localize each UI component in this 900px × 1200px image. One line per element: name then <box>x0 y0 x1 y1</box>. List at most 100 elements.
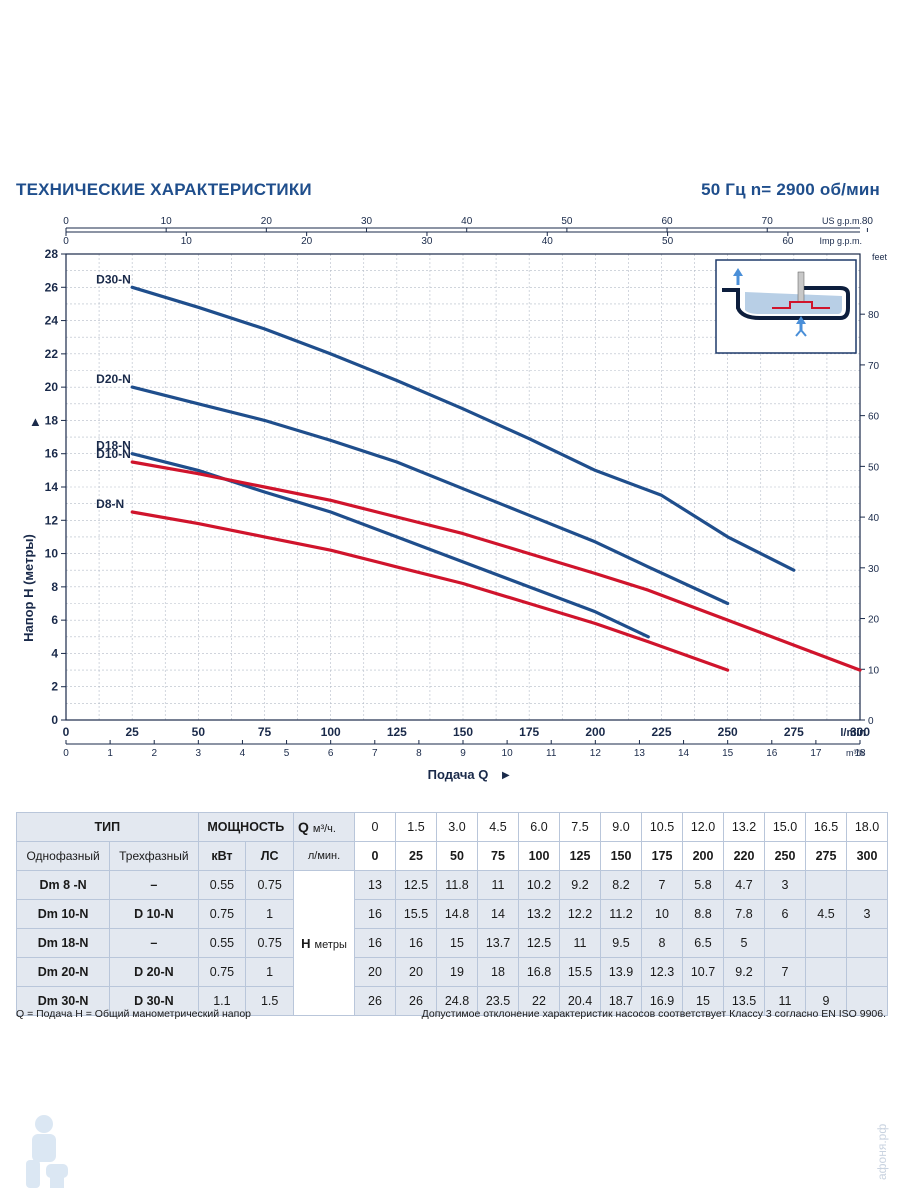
x-tick-label-m3h: 16 <box>766 748 778 759</box>
model-three-phase: – <box>109 870 199 900</box>
head-value-cell: 9.2 <box>723 957 765 987</box>
y-tick-label: 28 <box>45 247 59 261</box>
head-value-cell: 6.5 <box>682 928 724 958</box>
y-tick-label: 2 <box>51 680 58 694</box>
x-tick-label-lmin: 0 <box>63 725 70 739</box>
q-m3h-cell: 6.0 <box>518 812 560 842</box>
q-lmin-cell: 50 <box>436 841 478 871</box>
y2-tick-label: 40 <box>868 513 880 524</box>
head-value-cell: 13 <box>354 870 396 900</box>
x-tick-label-m3h: 9 <box>460 748 466 759</box>
x-tick-label-m3h: 18 <box>854 748 866 759</box>
x-tick-label-usgpm: 10 <box>161 216 173 227</box>
x-tick-label-m3h: 12 <box>590 748 602 759</box>
head-value-cell: 13.7 <box>477 928 519 958</box>
x-tick-label-lmin: 250 <box>718 725 738 739</box>
performance-chart: 0246810121416182022242628010203040506070… <box>21 216 888 782</box>
head-value-cell: 22 <box>518 986 560 1016</box>
x-tick-label-m3h: 7 <box>372 748 378 759</box>
x-tick-label-usgpm: 40 <box>461 216 473 227</box>
table-row: Dm 10-N D 10-N 0.75 1 16 15.5 14.8 14 13.2 12.2 11… <box>15 899 888 929</box>
head-value-cell: 16 <box>354 899 396 929</box>
power-hp: 1 <box>245 957 294 987</box>
model-single-phase: Dm 30-N <box>15 986 111 1016</box>
model-single-phase: Dm 10-N <box>15 899 111 929</box>
series-line-d8-n <box>130 510 730 672</box>
x-tick-label-impgpm: 40 <box>542 236 554 247</box>
y2-tick-label: 80 <box>868 310 880 321</box>
q-lmin-cell: 175 <box>641 841 683 871</box>
x-tick-label-m3h: 5 <box>284 748 290 759</box>
y-tick-label: 20 <box>45 380 59 394</box>
head-value-cell: 16.8 <box>518 957 560 987</box>
head-value-cell: 15.5 <box>395 899 437 929</box>
model-three-phase: D 20-N <box>109 957 199 987</box>
head-value-cell: 18.7 <box>600 986 642 1016</box>
y-tick-label: 16 <box>45 447 59 461</box>
power-hp: 1 <box>245 899 294 929</box>
series-label-d10-n: D10-N <box>96 447 131 461</box>
q-m3h-cell: 10.5 <box>641 812 683 842</box>
x-unit-usgpm: US g.p.m. <box>822 216 862 226</box>
head-value-cell: 23.5 <box>477 986 519 1016</box>
table-row: Dm 18-N –0.55 0.75 16 16 15 13.7 12.5 11 9.5 8 6.5 5 <box>15 928 888 958</box>
model-single-phase: Dm 8 -N <box>15 870 111 900</box>
model-three-phase: D 30-N <box>109 986 199 1016</box>
q-lmin-cell: 200 <box>682 841 724 871</box>
head-value-cell: 11.8 <box>436 870 478 900</box>
power-kw: 0.75 <box>197 899 247 929</box>
h-unit: метры <box>314 938 347 951</box>
x-tick-label-impgpm: 50 <box>662 236 674 247</box>
y2-tick-label: 60 <box>868 412 880 423</box>
x-tick-label-m3h: 4 <box>240 748 246 759</box>
speed-label: 50 Гц n= 2900 об/мин <box>701 180 880 199</box>
head-value-cell: 26 <box>395 986 437 1016</box>
x-tick-label-usgpm: 80 <box>862 216 874 227</box>
x-tick-label-lmin: 225 <box>651 725 671 739</box>
series-line-d10-n <box>130 460 862 672</box>
q-label: Q <box>298 819 309 835</box>
head-value-cell: 10 <box>641 899 683 929</box>
head-value-cell: 12.3 <box>641 957 683 987</box>
head-value-cell: 12.2 <box>559 899 601 929</box>
q-lmin-cell: 25 <box>395 841 437 871</box>
x-axis-label: Подача Q <box>428 767 489 782</box>
y2-tick-label: 30 <box>868 564 880 575</box>
q-m3h-cell: 15.0 <box>764 812 806 842</box>
x-tick-label-lmin: 175 <box>519 725 539 739</box>
x-tick-label-lmin: 125 <box>387 725 407 739</box>
h-label: H <box>301 935 311 951</box>
y2-tick-label: 0 <box>868 716 874 727</box>
x-tick-label-impgpm: 10 <box>181 236 193 247</box>
model-single-phase: Dm 20-N <box>15 957 111 987</box>
head-value-cell: 11.2 <box>600 899 642 929</box>
x-unit-m3h: m³/h <box>846 748 864 758</box>
head-value-cell <box>846 986 888 1016</box>
y-tick-label: 18 <box>45 413 59 427</box>
q-m3h-cell: 3.0 <box>436 812 478 842</box>
chart-series <box>130 285 862 672</box>
head-value-cell: 15.5 <box>559 957 601 987</box>
q-lmin-cell: 100 <box>518 841 560 871</box>
series-label-d30-n: D30-N <box>96 272 131 286</box>
q-m3h-cell: 4.5 <box>477 812 519 842</box>
q-lmin-cell: 300 <box>846 841 888 871</box>
head-value-cell: 9.2 <box>559 870 601 900</box>
head-value-cell: 7.8 <box>723 899 765 929</box>
head-value-cell <box>805 928 847 958</box>
q-unit-lmin: л/мин. <box>293 841 355 871</box>
watermark-text: афоня.рф <box>875 1124 889 1180</box>
type-header: ТИП <box>16 812 199 842</box>
y-tick-label: 26 <box>45 280 59 294</box>
x-tick-label-lmin: 25 <box>125 725 139 739</box>
y2-unit-label: feet <box>872 252 888 262</box>
y2-tick-label: 70 <box>868 361 880 372</box>
y-tick-label: 6 <box>51 613 58 627</box>
x-axis-arrow: ▶ <box>502 770 510 781</box>
x-tick-label-usgpm: 30 <box>361 216 373 227</box>
watermark-text-label: афоня.рф <box>875 1124 889 1180</box>
x-tick-label-m3h: 8 <box>416 748 422 759</box>
